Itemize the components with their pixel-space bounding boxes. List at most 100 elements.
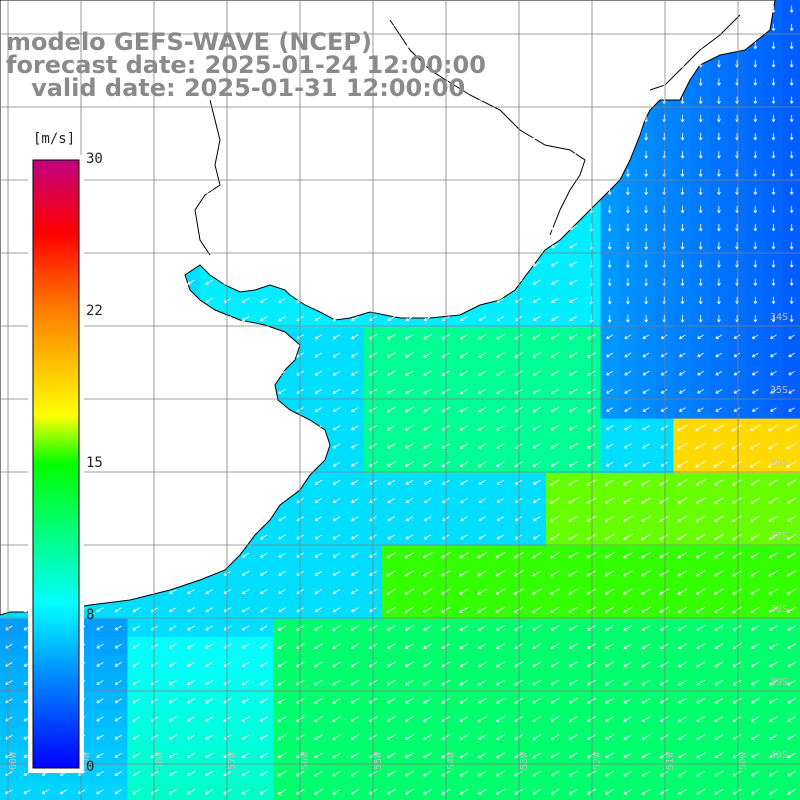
wind-vector-arrow xyxy=(132,352,141,358)
wind-vector-arrow xyxy=(423,243,432,249)
wind-vector-arrow xyxy=(660,389,668,394)
wind-vector-arrow xyxy=(241,297,250,303)
wind-vector-arrow xyxy=(750,625,760,631)
wind-vector-arrow xyxy=(114,461,122,467)
wind-vector-arrow xyxy=(768,442,779,450)
wind-vector-arrow xyxy=(750,552,761,559)
wind-vector-arrow xyxy=(532,697,542,704)
wind-vector-arrow xyxy=(132,115,141,121)
wind-vector-arrow xyxy=(405,152,414,158)
wind-vector-arrow xyxy=(697,407,705,412)
wind-vector-arrow xyxy=(587,752,596,759)
wind-vector-arrow xyxy=(241,516,250,522)
wind-vector-arrow xyxy=(696,788,706,795)
wind-vector-arrow xyxy=(659,697,669,704)
wind-vector-arrow xyxy=(187,352,195,358)
wind-vector-arrow xyxy=(387,188,396,194)
wind-vector-arrow xyxy=(550,625,560,631)
wind-vector-arrow xyxy=(404,588,415,595)
wind-vector-arrow xyxy=(789,151,794,159)
wind-vector-arrow xyxy=(150,734,159,740)
wind-vector-arrow xyxy=(241,6,250,12)
wind-vector-arrow xyxy=(659,679,669,686)
wind-vector-arrow xyxy=(533,516,541,522)
wind-vector-arrow xyxy=(695,497,706,504)
wind-vector-arrow xyxy=(187,188,195,194)
wind-vector-arrow xyxy=(278,334,286,340)
longitude-label: 59W xyxy=(81,751,92,770)
wind-vector-arrow xyxy=(622,533,633,541)
wind-vector-arrow xyxy=(644,5,648,13)
wind-vector-arrow xyxy=(114,97,122,103)
wind-vector-arrow xyxy=(59,115,68,121)
wind-vector-arrow xyxy=(786,460,797,468)
wind-vector-arrow xyxy=(41,24,50,30)
wind-vector-arrow xyxy=(278,607,286,613)
wind-vector-arrow xyxy=(59,6,68,12)
wind-vector-arrow xyxy=(569,79,578,85)
wind-vector-arrow xyxy=(789,187,794,195)
wind-vector-arrow xyxy=(332,170,341,176)
wind-vector-arrow xyxy=(114,516,122,522)
wind-vector-arrow xyxy=(350,716,360,722)
wind-vector-arrow xyxy=(387,206,396,212)
wind-vector-arrow xyxy=(96,370,104,376)
wind-vector-arrow xyxy=(241,625,250,631)
wind-vector-arrow xyxy=(405,752,414,759)
wind-vector-arrow xyxy=(223,6,232,12)
wind-vector-arrow xyxy=(477,570,488,577)
wind-vector-arrow xyxy=(187,698,195,704)
wind-vector-arrow xyxy=(332,115,341,121)
wind-vector-arrow xyxy=(644,132,648,141)
wind-vector-arrow xyxy=(459,679,469,686)
wind-vector-arrow xyxy=(387,479,395,485)
wind-vector-arrow xyxy=(532,388,542,395)
wind-vector-arrow xyxy=(314,79,323,85)
wind-vector-arrow xyxy=(568,770,578,777)
wind-vector-arrow xyxy=(169,243,177,249)
wind-vector-arrow xyxy=(459,661,469,668)
wind-vector-arrow xyxy=(568,552,579,559)
wind-vector-arrow xyxy=(732,752,742,759)
wind-vector-arrow xyxy=(314,716,323,722)
wind-vector-arrow xyxy=(423,79,432,85)
wind-vector-arrow xyxy=(260,461,268,467)
wind-vector-arrow xyxy=(259,789,268,795)
wind-vector-arrow xyxy=(477,461,487,467)
wind-vector-arrow xyxy=(423,388,432,395)
wind-vector-arrow xyxy=(350,243,359,249)
wind-vector-arrow xyxy=(569,279,578,285)
wind-vector-arrow xyxy=(205,134,214,140)
wind-vector-arrow xyxy=(732,716,742,722)
wind-vector-arrow xyxy=(387,498,395,503)
wind-vector-arrow xyxy=(223,570,232,576)
wind-vector-arrow xyxy=(423,697,433,704)
wind-vector-arrow xyxy=(277,643,287,649)
wind-vector-arrow xyxy=(405,661,414,668)
wind-vector-arrow xyxy=(477,788,487,795)
wind-vector-arrow xyxy=(732,679,742,686)
wind-vector-arrow xyxy=(169,461,177,467)
wind-vector-arrow xyxy=(460,206,468,212)
wind-vector-arrow xyxy=(223,115,232,121)
wind-vector-arrow xyxy=(350,188,359,194)
wind-vector-arrow xyxy=(405,134,414,140)
wind-vector-arrow xyxy=(423,279,432,285)
wind-vector-arrow xyxy=(351,570,359,576)
wind-vector-arrow xyxy=(586,515,597,522)
wind-vector-arrow xyxy=(278,261,286,267)
wind-vector-arrow xyxy=(732,479,742,486)
wind-vector-arrow xyxy=(496,6,505,12)
wind-vector-arrow xyxy=(332,206,341,212)
wind-vector-arrow xyxy=(405,697,414,704)
wind-vector-arrow xyxy=(241,498,250,503)
wind-vector-arrow xyxy=(278,79,286,85)
wind-vector-arrow xyxy=(496,679,505,686)
wind-vector-arrow xyxy=(132,443,141,449)
wind-vector-arrow xyxy=(459,697,469,704)
wind-vector-arrow xyxy=(659,625,669,631)
wind-vector-arrow xyxy=(205,79,214,85)
wind-vector-arrow xyxy=(605,697,615,704)
wind-vector-arrow xyxy=(423,152,432,158)
wind-vector-arrow xyxy=(771,205,776,213)
